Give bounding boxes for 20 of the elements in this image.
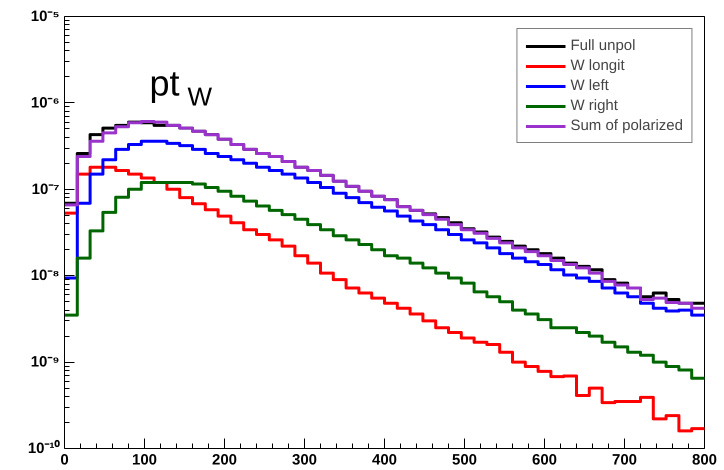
x-tick-label: 600 [532,452,558,468]
y-tick-label: 10⁻⁷ [32,180,60,198]
x-tick-label: 800 [692,452,718,468]
legend-label: Full unpol [570,37,636,54]
y-tick-label: 10⁻⁵ [30,8,60,25]
x-tick-label: 300 [292,452,318,468]
legend-label: Sum of polarized [570,117,683,134]
x-tick-label: 500 [452,452,478,468]
y-tick-label: 10⁻⁸ [30,267,60,284]
x-tick-label: 200 [212,452,238,468]
y-tick-label: 10⁻¹⁰ [28,439,60,457]
y-tick-label: 10⁻⁶ [30,94,60,112]
x-tick-label: 400 [372,452,398,468]
y-tick-label: 10⁻⁹ [30,354,60,371]
legend-label: W left [570,77,609,94]
legend-label: W right [570,97,618,114]
x-tick-label: 100 [132,452,158,468]
x-tick-label: 0 [60,452,69,468]
x-tick-label: 700 [612,452,638,468]
legend-label: W longit [570,57,625,74]
